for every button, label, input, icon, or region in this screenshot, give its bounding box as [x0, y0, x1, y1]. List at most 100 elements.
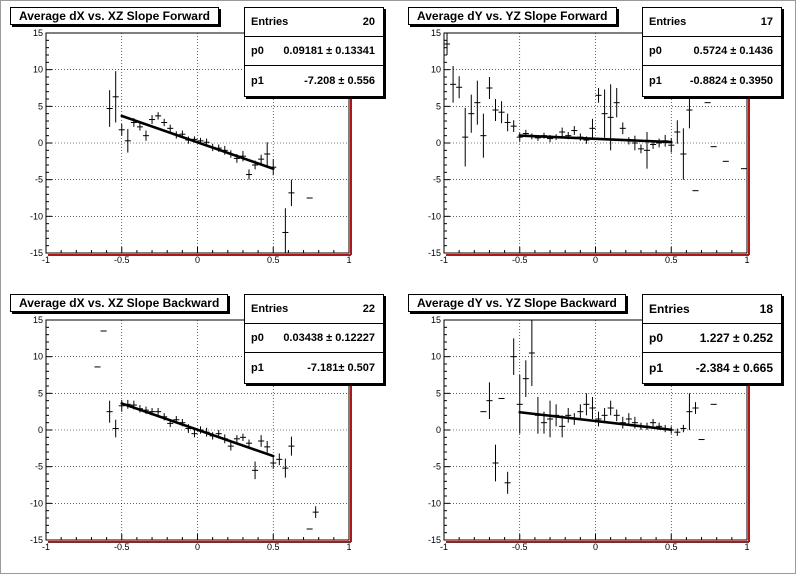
data-point: [583, 393, 590, 416]
y-tick-label: -5: [433, 462, 441, 472]
data-point: [227, 441, 234, 451]
y-tick-label: 5: [436, 388, 441, 398]
data-point: [258, 435, 265, 447]
stats-row-p1: p1 -7.181± 0.507: [245, 353, 383, 383]
data-point: [571, 126, 578, 135]
data-point: [498, 101, 505, 124]
x-tick-label: -0.5: [512, 542, 528, 552]
x-tick-label: -1: [42, 255, 50, 265]
fit-line: [518, 410, 673, 432]
stats-row-p1: p1 -0.8824 ± 0.3950: [643, 66, 781, 96]
y-tick-label: 0: [436, 425, 441, 435]
y-tick-label: -15: [428, 535, 441, 545]
data-point: [601, 89, 608, 138]
x-tick-label: 0: [195, 255, 200, 265]
data-point: [282, 458, 289, 478]
p1-label: p1: [649, 361, 664, 375]
y-tick-label: 10: [33, 65, 43, 75]
p0-label: p0: [251, 45, 264, 57]
y-tick-label: 15: [33, 28, 43, 38]
data-point: [504, 471, 511, 494]
data-point: [486, 382, 493, 419]
stats-row-p0: p0 0.03438 ± 0.12227: [245, 324, 383, 353]
data-point: [167, 124, 174, 132]
x-tick-label: 0.5: [665, 255, 678, 265]
y-tick-label: -10: [30, 498, 43, 508]
p0-label: p0: [251, 332, 264, 344]
p0-value: 0.03438 ± 0.12227: [283, 332, 375, 344]
plot-title: Average dX vs. XZ Slope Forward: [10, 7, 219, 25]
data-point: [674, 428, 681, 436]
data-point: [643, 132, 651, 169]
data-point: [161, 118, 168, 127]
data-point: [118, 399, 125, 412]
data-point: [486, 77, 493, 99]
data-point: [245, 169, 253, 180]
data-point: [613, 409, 620, 422]
p0-value: 0.5724 ± 0.1436: [693, 45, 773, 57]
p0-value: 1.227 ± 0.252: [699, 331, 773, 345]
data-point: [252, 461, 259, 480]
data-point: [686, 91, 693, 129]
stats-row-entries: Entries 17: [643, 8, 781, 37]
y-tick-label: 5: [38, 388, 43, 398]
data-point: [288, 436, 295, 456]
data-point: [510, 338, 517, 375]
entries-value: 17: [760, 16, 773, 28]
fit-line: [518, 134, 673, 144]
y-tick-label: -5: [35, 462, 43, 472]
x-tick-label: -1: [440, 542, 448, 552]
data-point: [686, 393, 693, 430]
data-point: [577, 404, 584, 419]
y-tick-label: -5: [433, 175, 441, 185]
y-tick-label: 0: [436, 138, 441, 148]
data-point: [136, 123, 143, 131]
data-point: [625, 413, 632, 425]
data-point: [118, 123, 125, 136]
stats-box: Entries 22 p0 0.03438 ± 0.12227 p1 -7.18…: [244, 294, 384, 384]
entries-value: 20: [362, 16, 375, 28]
data-point: [559, 415, 566, 438]
y-tick-label: 10: [431, 352, 441, 362]
data-point: [258, 154, 265, 164]
data-point: [595, 411, 602, 427]
data-point: [680, 424, 687, 433]
plot-title: Average dX vs. XZ Slope Backward: [10, 294, 229, 312]
entries-value: 22: [362, 303, 375, 315]
data-point: [680, 128, 687, 180]
stats-row-p1: p1 -7.208 ± 0.556: [245, 66, 383, 96]
data-point: [637, 144, 644, 154]
data-point: [124, 129, 131, 153]
plot-title: Average dY vs. YZ Slope Forward: [408, 7, 617, 25]
entries-label: Entries: [251, 303, 289, 315]
entries-label: Entries: [649, 16, 687, 28]
data-point: [462, 107, 469, 167]
data-point: [480, 113, 487, 158]
data-point: [112, 71, 119, 123]
pad-dy-yz-forward: -1 -0.5 0 0.5 1 -15 -10 -5 0 5 10 15 Average dY vs.…: [399, 1, 796, 288]
stats-box: Entries 18 p0 1.227 ± 0.252 p1 -2.384 ± …: [642, 294, 782, 384]
data-point: [601, 408, 608, 423]
y-tick-label: 10: [33, 352, 43, 362]
y-tick-label: 0: [38, 138, 43, 148]
pad-dx-xz-forward: -1 -0.5 0 0.5 1 -15 -10 -5 0 5 10 15 Average dX vs.…: [1, 1, 399, 288]
p1-value: -7.208 ± 0.556: [304, 75, 375, 87]
stats-box: Entries 17 p0 0.5724 ± 0.1436 p1 -0.8824…: [642, 7, 782, 97]
y-tick-label: -15: [30, 248, 43, 258]
x-tick-label: -1: [42, 542, 50, 552]
x-tick-label: 1: [744, 542, 749, 552]
data-point: [450, 66, 457, 103]
data-point: [674, 120, 681, 144]
data-point: [650, 419, 657, 427]
stats-row-entries: Entries 18: [643, 295, 781, 324]
x-tick-label: 1: [346, 542, 351, 552]
y-tick-label: -15: [30, 535, 43, 545]
data-point: [106, 400, 113, 423]
y-tick-label: 5: [436, 101, 441, 111]
stats-row-p1: p1 -2.384 ± 0.665: [643, 353, 781, 383]
data-point: [474, 80, 481, 125]
x-tick-label: 0.5: [267, 255, 280, 265]
data-point: [595, 88, 602, 103]
fit-line: [120, 114, 275, 171]
p0-label: p0: [649, 45, 662, 57]
